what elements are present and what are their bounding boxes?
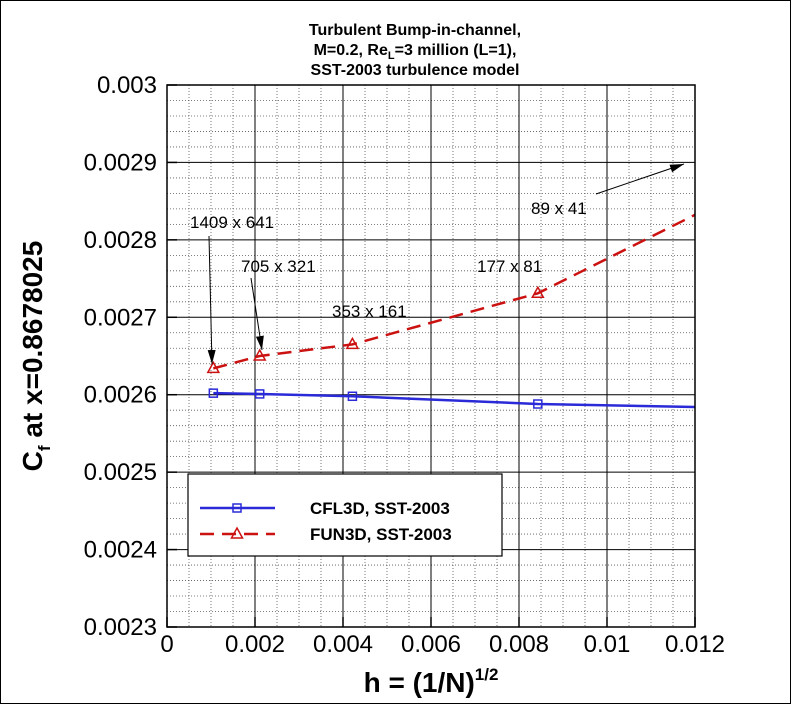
marker — [254, 389, 265, 399]
x-tick-label: 0.006 — [401, 631, 461, 658]
legend: CFL3D, SST-2003 FUN3D, SST-2003 — [187, 473, 503, 557]
y-tick-label: 0.003 — [97, 72, 157, 99]
title-line: SST-2003 turbulence model — [311, 62, 520, 79]
y-tick-label: 0.0029 — [84, 149, 157, 176]
y-axis-label: Cf at x=0.8678025 — [17, 241, 54, 472]
y-tick-label: 0.0025 — [84, 459, 157, 486]
annotation-arrow — [250, 277, 264, 351]
marker — [531, 285, 545, 299]
annotation-arrow — [595, 163, 685, 195]
annotation: 1409 x 641 — [190, 213, 274, 232]
annotation: 177 x 81 — [477, 257, 542, 276]
annotation: 705 x 321 — [241, 257, 316, 276]
marker — [347, 391, 358, 402]
marker — [206, 360, 221, 374]
marker — [533, 399, 543, 409]
marker — [230, 526, 244, 539]
marker — [345, 336, 360, 350]
legend-label: FUN3D, SST-2003 — [310, 525, 452, 544]
marker — [232, 503, 242, 513]
x-label-sup: 1/2 — [475, 665, 499, 684]
title-line: Turbulent Bump-in-channel, — [309, 22, 521, 39]
title-part: =3 million (L=1), — [395, 42, 517, 59]
title-line: M=0.2, ReL=3 million (L=1), — [314, 42, 517, 62]
y-label-main: C — [17, 451, 48, 471]
plot-data — [206, 213, 695, 409]
x-tick-label: 0.002 — [225, 631, 285, 658]
annotation: 89 x 41 — [531, 199, 587, 218]
plot-frame — [166, 84, 696, 628]
y-tick-label: 0.0024 — [84, 537, 157, 564]
marker — [252, 348, 267, 361]
y-tick-label: 0.0027 — [84, 304, 157, 331]
y-label-sub: f — [35, 445, 54, 451]
x-axis-label: h = (1/N)1/2 — [364, 665, 499, 698]
legend-box — [187, 473, 503, 557]
x-tick-label: 0.01 — [584, 631, 631, 658]
title-part: M=0.2, Re — [314, 42, 388, 59]
annotations: 1409 x 641 705 x 321 353 x 161 177 x 81 89 x… — [190, 163, 685, 365]
x-tick-label: 0.012 — [665, 631, 725, 658]
y-label-rest: at x=0.8678025 — [17, 241, 48, 446]
y-tick-label: 0.0028 — [84, 227, 157, 254]
x-tick-label: 0.008 — [489, 631, 549, 658]
series-line — [213, 213, 695, 370]
x-tick-label: 0 — [160, 631, 173, 658]
title: Turbulent Bump-in-channel, M=0.2, ReL=3 … — [309, 22, 521, 79]
annotation: 353 x 161 — [332, 302, 407, 321]
x-tick-label: 0.004 — [313, 631, 373, 658]
y-tick-label: 0.0026 — [84, 382, 157, 409]
y-tick-label: 0.0023 — [84, 614, 157, 641]
annotation-arrow — [207, 235, 216, 365]
title-sub: L — [388, 50, 395, 62]
series-line — [213, 391, 695, 409]
x-label-main: h = (1/N) — [364, 667, 475, 698]
legend-label: CFL3D, SST-2003 — [310, 499, 450, 518]
marker — [208, 388, 219, 398]
